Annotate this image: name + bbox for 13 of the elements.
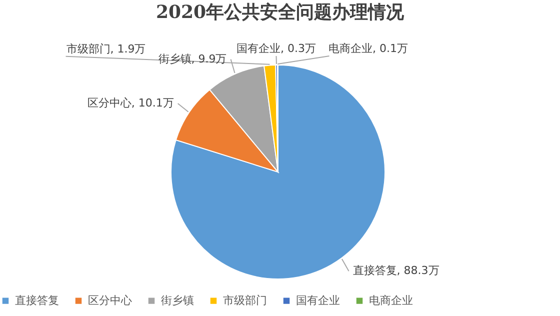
chart-title: 2020年公共安全问题办理情况	[154, 1, 406, 25]
legend-label: 直接答复	[15, 294, 59, 307]
data-label: 电商企业, 0.1万	[328, 42, 408, 55]
data-label: 市级部门, 1.9万	[66, 42, 146, 56]
data-label: 直接答复, 88.3万	[352, 264, 440, 278]
data-label: 区分中心, 10.1万	[87, 96, 174, 110]
data-label: 街乡镇, 9.9万	[158, 52, 227, 66]
legend-label: 街乡镇	[161, 294, 194, 307]
legend-label: 市级部门	[223, 294, 267, 307]
legend-label: 区分中心	[88, 294, 132, 307]
legend-label: 电商企业	[369, 294, 413, 307]
legend-label: 国有企业	[296, 294, 340, 307]
data-label: 国有企业, 0.3万	[236, 42, 316, 56]
